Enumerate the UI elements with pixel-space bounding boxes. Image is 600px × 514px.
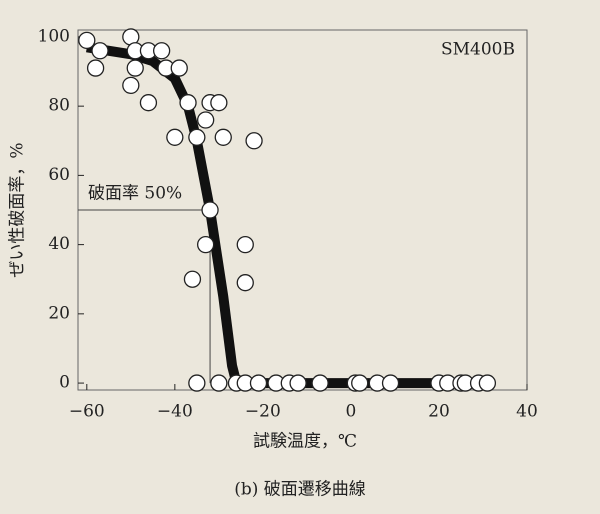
data-point (381, 374, 400, 392)
x-tick-label: −40 (157, 402, 193, 422)
data-point (210, 374, 228, 392)
data-point (214, 128, 232, 146)
data-point (170, 59, 188, 77)
x-axis-label: 試験温度，℃ (253, 432, 357, 452)
data-point (351, 374, 369, 392)
data-point (289, 374, 307, 392)
data-point (478, 374, 497, 392)
data-point (210, 94, 228, 112)
data-point (188, 374, 206, 392)
y-tick-label: 0 (59, 373, 70, 393)
data-point (166, 128, 184, 146)
data-point (126, 59, 144, 77)
series-label: SM400B (441, 40, 515, 60)
data-point (122, 76, 140, 95)
data-point (78, 31, 96, 50)
y-tick-label: 60 (48, 165, 70, 185)
x-tick-label: 0 (346, 402, 357, 422)
data-point (91, 42, 109, 60)
y-tick-label: 100 (38, 26, 70, 46)
chart-caption: (b) 破面遷移曲線 (234, 480, 366, 500)
data-point (249, 374, 268, 392)
data-point (197, 235, 215, 254)
data-point (311, 374, 329, 392)
annotation-text: 破面率 50% (88, 184, 182, 204)
data-point (183, 270, 202, 288)
data-point (236, 235, 254, 254)
y-tick-label: 80 (48, 96, 70, 116)
y-tick-label: 40 (48, 234, 70, 254)
x-tick-label: −20 (245, 402, 281, 422)
data-point (86, 59, 105, 77)
x-tick-label: −60 (69, 402, 105, 422)
data-point (179, 94, 197, 112)
y-axis-label: ぜい性破面率，% (8, 142, 28, 277)
data-point (139, 94, 158, 112)
data-point (152, 42, 171, 60)
data-point (201, 201, 219, 219)
data-point (236, 274, 254, 292)
x-tick-label: 20 (428, 402, 450, 422)
y-tick-label: 20 (48, 303, 70, 323)
data-point (188, 128, 206, 146)
data-point (245, 132, 263, 150)
data-point (197, 111, 215, 129)
x-tick-label: 40 (516, 402, 538, 422)
